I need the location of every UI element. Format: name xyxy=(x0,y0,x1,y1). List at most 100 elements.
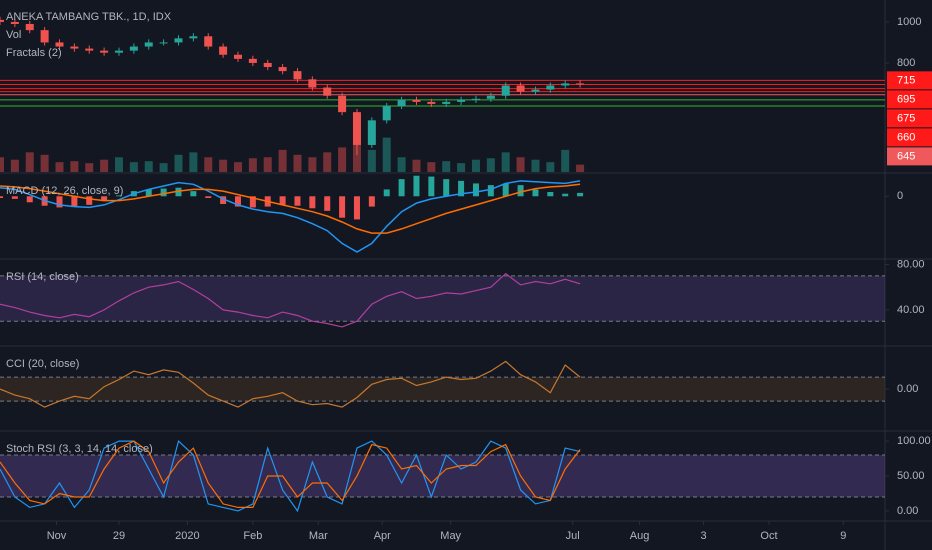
candle-body xyxy=(70,46,79,49)
volume-bar xyxy=(471,159,480,172)
histogram-bar xyxy=(353,196,360,220)
legend-overlay: Fractals (2) xyxy=(6,47,62,59)
histogram-bar xyxy=(458,180,465,197)
histogram-bar xyxy=(383,189,390,197)
x-tick-label: 3 xyxy=(700,530,706,542)
volume-bar xyxy=(129,162,138,172)
candle-body xyxy=(233,54,242,59)
volume-bar xyxy=(338,147,347,172)
candle-body xyxy=(308,79,317,88)
histogram-bar xyxy=(428,176,435,197)
histogram-bar xyxy=(86,196,93,205)
candle-body xyxy=(382,105,391,121)
histogram-bar xyxy=(205,196,212,198)
band-background xyxy=(0,377,885,402)
histogram-bar xyxy=(532,189,539,197)
histogram-bar xyxy=(487,185,494,197)
indicator-line xyxy=(0,360,581,408)
candle-body xyxy=(293,71,302,80)
volume-bar xyxy=(70,161,79,172)
x-tick-label: Apr xyxy=(374,530,391,542)
y-tick-label: 800 xyxy=(897,57,915,69)
y-tick-label: 50.00 xyxy=(897,470,925,482)
y-tick-label: 80.00 xyxy=(897,258,925,270)
y-tick-label: 0 xyxy=(897,190,903,202)
histogram-bar xyxy=(71,196,78,207)
volume-bar xyxy=(144,161,153,172)
volume-bar xyxy=(40,154,49,172)
volume-bar xyxy=(85,163,94,172)
volume-bar xyxy=(263,157,272,172)
candle-body xyxy=(486,95,495,99)
histogram-bar xyxy=(472,183,479,197)
volume-bar xyxy=(412,159,421,172)
pane-title: MACD (12, 26, close, 9) xyxy=(6,185,123,197)
histogram-bar xyxy=(413,175,420,197)
volume-bar xyxy=(486,158,495,172)
histogram-bar xyxy=(249,196,256,208)
volume-bar xyxy=(100,159,109,172)
candle-body xyxy=(263,62,272,68)
level-tag-label: 695 xyxy=(897,93,915,105)
histogram-bar xyxy=(502,183,509,197)
level-tag xyxy=(887,147,932,166)
candle-body xyxy=(397,99,406,106)
histogram-bar xyxy=(175,187,182,197)
volume-bar xyxy=(367,149,376,172)
histogram-bar xyxy=(517,185,524,197)
candle-body xyxy=(159,42,168,44)
candle-body xyxy=(100,50,109,53)
x-tick-label: Jul xyxy=(566,530,580,542)
y-tick-label: 100.00 xyxy=(897,435,931,447)
candle-body xyxy=(576,83,585,85)
candle-body xyxy=(40,30,49,43)
x-tick-label: 2020 xyxy=(175,530,199,542)
volume-bar xyxy=(204,157,213,172)
histogram-bar xyxy=(220,196,227,204)
x-tick-label: Feb xyxy=(243,530,262,542)
volume-bar xyxy=(278,149,287,172)
indicator-line xyxy=(0,180,581,253)
volume-bar xyxy=(576,164,585,172)
histogram-bar xyxy=(577,192,584,197)
volume-bar xyxy=(427,162,436,172)
indicator-line xyxy=(0,272,581,328)
histogram-bar xyxy=(26,196,33,203)
volume-bar xyxy=(323,152,332,172)
histogram-bar xyxy=(190,191,197,197)
level-tag-label: 675 xyxy=(897,112,915,124)
pane-title: CCI (20, close) xyxy=(6,358,79,370)
pane-title: ANEKA TAMBANG TBK., 1D, IDX xyxy=(6,11,172,23)
histogram-bar xyxy=(562,193,569,197)
histogram-bar xyxy=(101,196,108,201)
y-tick-label: 40.00 xyxy=(897,304,925,316)
volume-bar xyxy=(248,158,257,172)
candle-body xyxy=(129,46,138,51)
volume-bar xyxy=(546,162,555,172)
candle-body xyxy=(174,38,183,43)
volume-bar xyxy=(382,137,391,172)
legend-volume: Vol xyxy=(6,29,21,41)
candle-body xyxy=(10,21,19,24)
volume-bar xyxy=(25,152,34,172)
volume-bar xyxy=(0,157,4,172)
volume-bar xyxy=(561,149,570,172)
candle-body xyxy=(367,120,376,145)
x-tick-label: Oct xyxy=(760,530,777,542)
volume-bar xyxy=(293,154,302,172)
histogram-bar xyxy=(115,195,122,197)
candle-body xyxy=(278,67,287,72)
pane-title: RSI (14, close) xyxy=(6,271,79,283)
volume-bar xyxy=(55,162,64,172)
candle-body xyxy=(561,83,570,86)
level-tag xyxy=(887,128,932,147)
volume-bar xyxy=(442,161,451,172)
candle-body xyxy=(144,42,153,47)
x-tick-label: 29 xyxy=(113,530,125,542)
candle-body xyxy=(55,42,64,47)
candle-body xyxy=(248,58,257,63)
candle-body xyxy=(546,85,555,90)
volume-bar xyxy=(174,154,183,172)
band-background xyxy=(0,455,885,497)
histogram-bar xyxy=(0,196,3,198)
